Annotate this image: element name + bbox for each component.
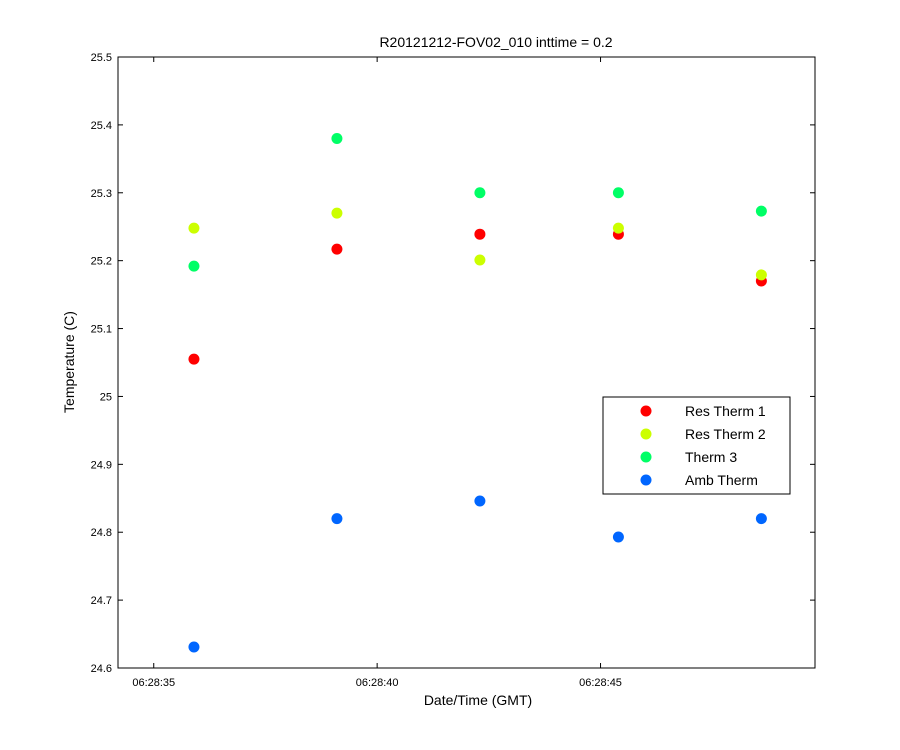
y-axis-label: Temperature (C) xyxy=(61,311,77,413)
legend: Res Therm 1 Res Therm 2 Therm 3 Amb Therm xyxy=(602,396,791,495)
y-tick-label: 25.3 xyxy=(91,188,112,200)
point-res-therm-1 xyxy=(474,228,486,240)
legend-marker xyxy=(640,428,652,440)
legend-marker xyxy=(640,474,652,486)
legend-label: Res Therm 1 xyxy=(685,403,766,419)
point-res-therm-2 xyxy=(331,207,343,219)
y-tick-label: 24.6 xyxy=(91,663,112,675)
legend-box xyxy=(602,396,791,495)
legend-marker xyxy=(640,405,652,417)
x-tick-label: 06:28:35 xyxy=(132,677,175,689)
point-amb-therm xyxy=(331,513,343,525)
point-res-therm-1 xyxy=(188,353,200,365)
x-axis-ticks: 06:28:35 06:28:40 06:28:45 xyxy=(132,57,622,689)
point-therm-3 xyxy=(474,187,486,199)
legend-marker xyxy=(640,451,652,463)
data-points xyxy=(188,132,767,653)
y-tick-label: 25.2 xyxy=(91,256,112,268)
point-therm-3 xyxy=(612,187,624,199)
point-amb-therm xyxy=(474,495,486,507)
legend-label: Res Therm 2 xyxy=(685,426,766,442)
x-tick-label: 06:28:45 xyxy=(579,677,622,689)
legend-label: Therm 3 xyxy=(685,449,737,465)
point-res-therm-1 xyxy=(331,243,343,255)
y-tick-label: 24.7 xyxy=(91,595,112,607)
plot-area xyxy=(117,56,816,669)
y-tick-label: 24.9 xyxy=(91,459,112,471)
point-amb-therm xyxy=(188,641,200,653)
y-tick-label: 25.4 xyxy=(91,120,112,132)
chart-title: R20121212-FOV02_010 inttime = 0.2 xyxy=(379,34,612,50)
legend-label: Amb Therm xyxy=(685,472,758,488)
point-res-therm-2 xyxy=(755,269,767,281)
point-res-therm-2 xyxy=(612,222,624,234)
point-res-therm-2 xyxy=(188,222,200,234)
y-tick-label: 25.1 xyxy=(91,324,112,336)
y-tick-label: 25 xyxy=(100,391,112,403)
point-amb-therm xyxy=(755,513,767,525)
y-axis-ticks: 24.6 24.7 24.8 24.9 25 25.1 25.2 25.3 25.4 25.5 xyxy=(91,52,815,675)
point-amb-therm xyxy=(612,531,624,543)
y-tick-label: 24.8 xyxy=(91,527,112,539)
y-tick-label: 25.5 xyxy=(91,52,112,64)
x-tick-label: 06:28:40 xyxy=(356,677,399,689)
point-therm-3 xyxy=(331,132,343,144)
point-res-therm-2 xyxy=(474,254,486,266)
point-therm-3 xyxy=(188,260,200,272)
point-therm-3 xyxy=(755,205,767,217)
x-axis-label: Date/Time (GMT) xyxy=(424,692,532,708)
